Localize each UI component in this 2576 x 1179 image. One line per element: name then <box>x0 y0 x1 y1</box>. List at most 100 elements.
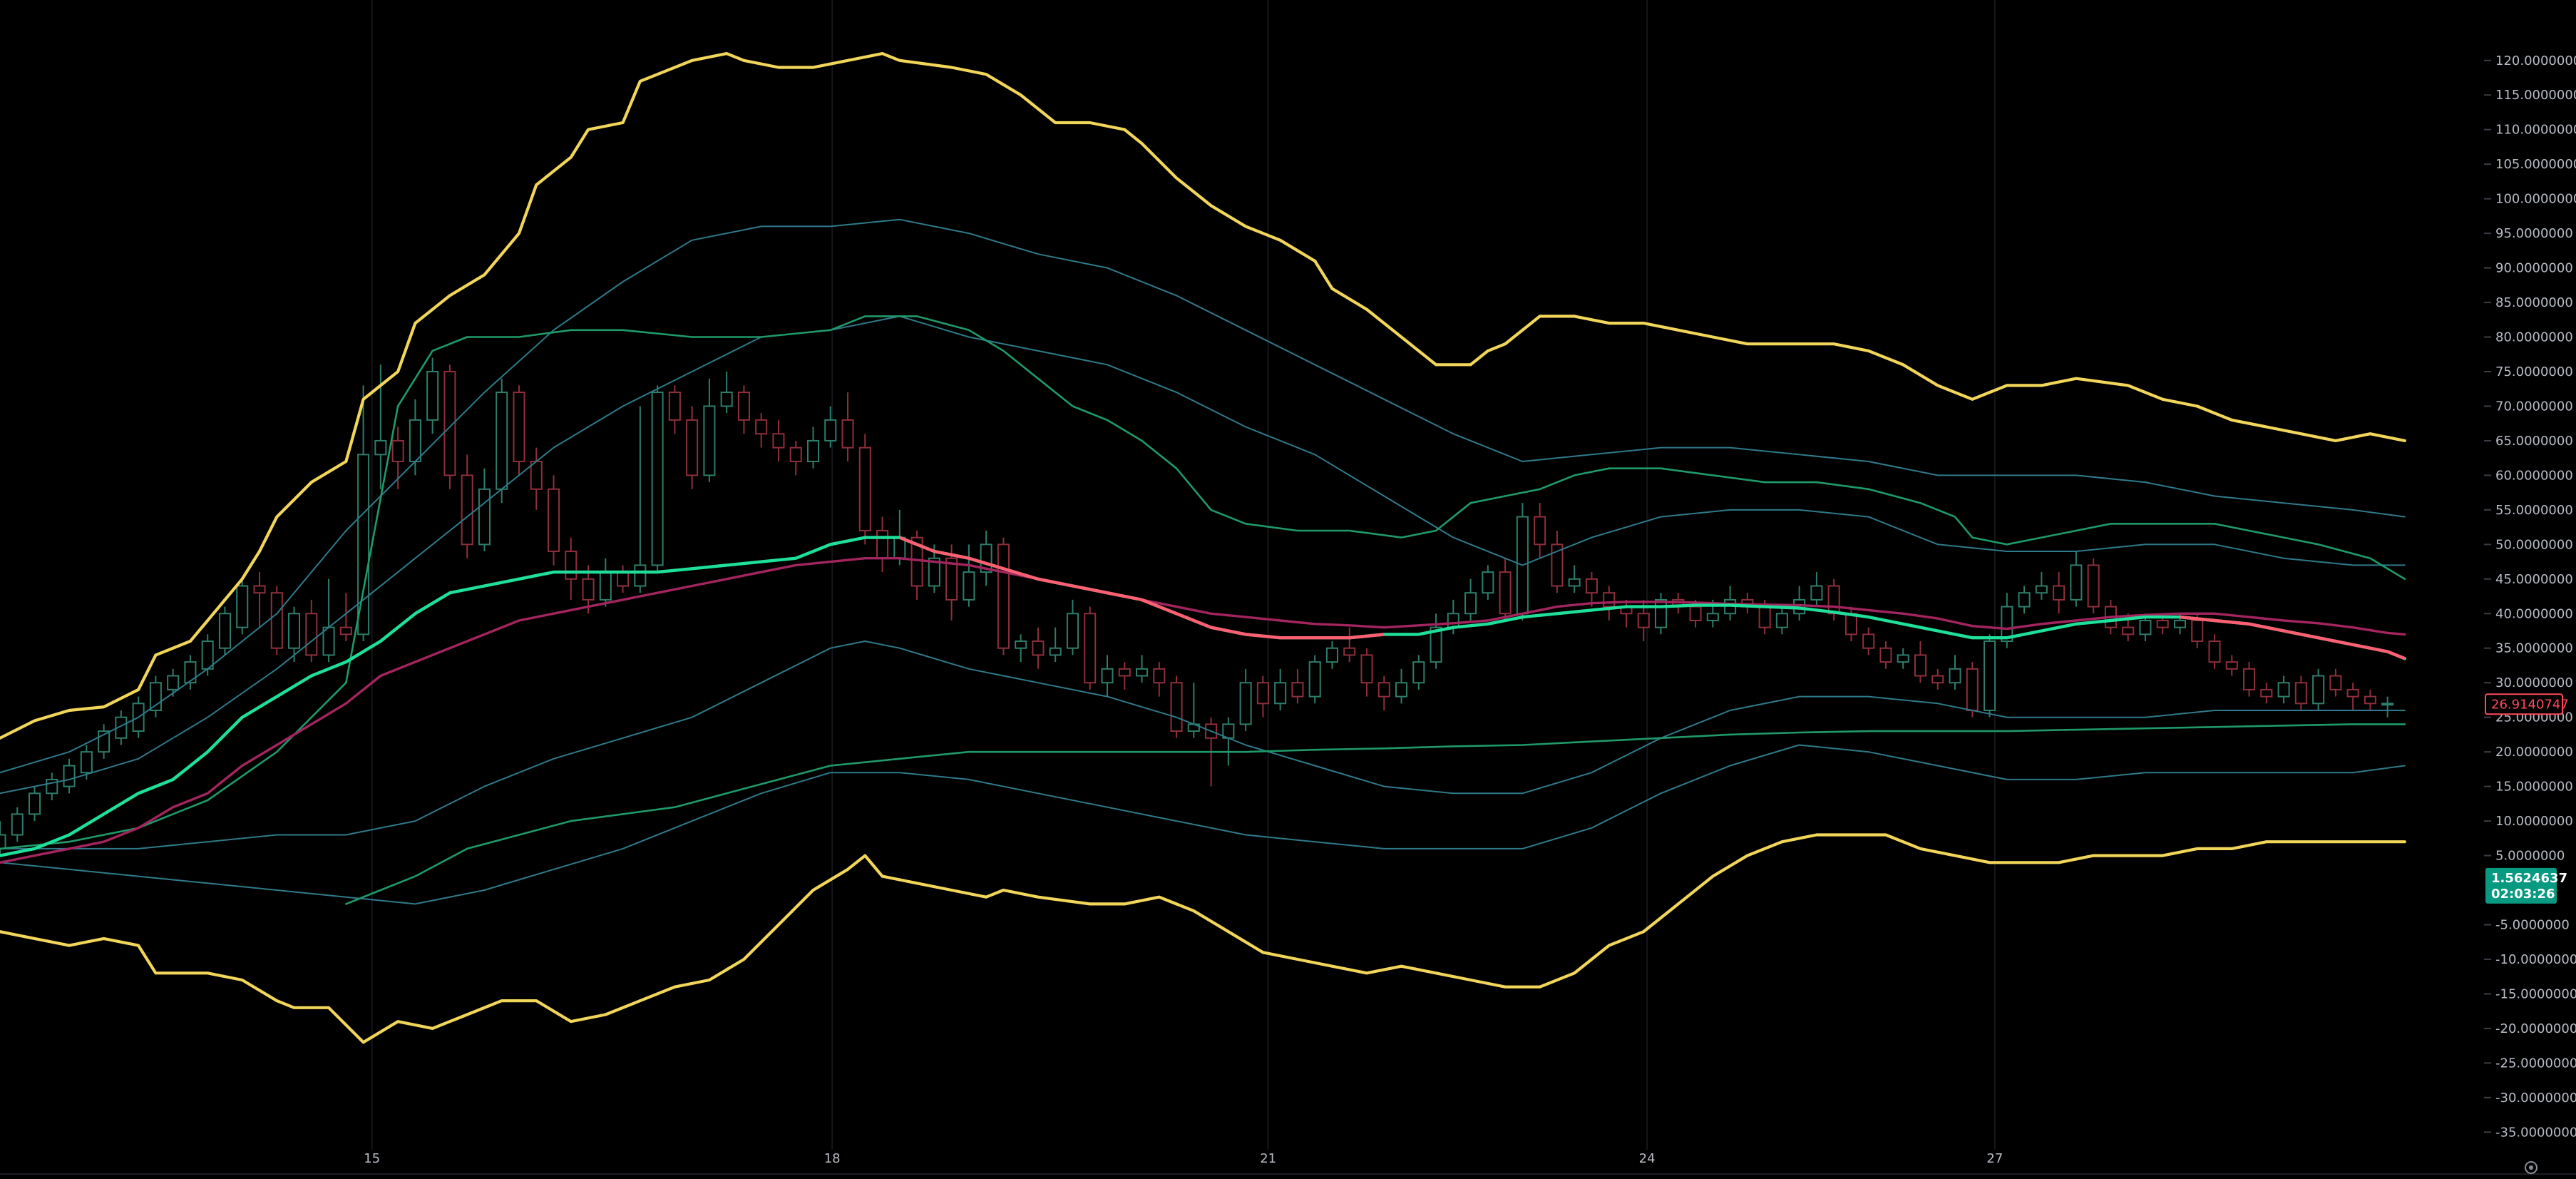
y-tick-label: -35.0000000 <box>2495 1125 2576 1140</box>
candle <box>1897 648 1909 669</box>
y-tick-label: -5.0000000 <box>2495 917 2570 932</box>
candle <box>496 378 508 504</box>
y-tick-label: -25.0000000 <box>2495 1056 2576 1071</box>
candle <box>668 385 681 434</box>
candle <box>11 807 24 842</box>
candle <box>1499 558 1512 621</box>
candle <box>1239 668 1252 732</box>
indicator-line <box>0 557 2406 864</box>
candle <box>1360 648 1373 697</box>
candle <box>1049 627 1062 663</box>
candle <box>945 544 958 621</box>
candle <box>1118 662 1131 690</box>
x-tick-label: 27 <box>1986 1151 2003 1166</box>
candle <box>167 668 180 697</box>
candle <box>2035 572 2048 600</box>
candle <box>634 406 647 593</box>
indicator-line <box>0 640 2406 849</box>
y-tick-label: -10.0000000 <box>2495 952 2576 967</box>
indicator-line <box>0 833 2406 1044</box>
candle <box>651 385 664 573</box>
y-tick-label: 35.0000000 <box>2495 641 2573 656</box>
y-tick-label: 110.0000000 <box>2495 123 2576 138</box>
candle <box>218 606 231 655</box>
y-tick-label: -20.0000000 <box>2495 1021 2576 1036</box>
candle <box>1862 627 1875 655</box>
y-tick-label: 15.0000000 <box>2495 780 2573 795</box>
candle <box>253 572 266 628</box>
y-tick-label: -15.0000000 <box>2495 986 2576 1001</box>
candle <box>841 392 854 462</box>
indicator-line <box>0 315 2406 795</box>
x-tick-label: 24 <box>1639 1151 1656 1166</box>
x-tick-label: 18 <box>824 1151 841 1166</box>
x-tick-label: 21 <box>1260 1151 1276 1166</box>
candle <box>1430 613 1442 669</box>
candle <box>1170 675 1183 738</box>
candle <box>270 586 283 655</box>
candle <box>1931 668 1944 690</box>
y-tick-label: 115.0000000 <box>2495 88 2576 103</box>
candle <box>461 454 473 558</box>
y-tick-label: 100.0000000 <box>2495 192 2576 207</box>
price-axis[interactable]: 120.0000000 115.0000000 110.0000000 105.000… <box>2484 53 2576 1140</box>
badge-label: 1.5624637 <box>2491 871 2567 886</box>
y-tick-label: 20.0000000 <box>2495 745 2573 760</box>
indicator-line <box>0 218 2406 774</box>
candle <box>0 821 6 856</box>
candle <box>1654 593 1668 635</box>
y-tick-label: 40.0000000 <box>2495 606 2573 621</box>
y-tick-label: 105.0000000 <box>2495 157 2576 172</box>
indicator-line-down-segment <box>2180 615 2406 660</box>
candle <box>149 675 162 718</box>
candle <box>2087 558 2100 614</box>
candle <box>2277 675 2290 704</box>
y-tick-label: 65.0000000 <box>2495 434 2573 449</box>
x-tick-label: 15 <box>364 1151 380 1166</box>
candle <box>2381 696 2394 718</box>
candle <box>2312 668 2325 710</box>
candle <box>2346 683 2359 710</box>
candle <box>2364 689 2376 710</box>
candle <box>963 544 975 607</box>
settings-icon[interactable] <box>2525 1161 2537 1174</box>
y-tick-label: 70.0000000 <box>2495 399 2573 414</box>
indicator-line-down-segment <box>898 536 1385 640</box>
candle <box>1274 668 1287 710</box>
candle <box>858 434 871 545</box>
candle <box>1395 668 1408 704</box>
y-tick-label: 80.0000000 <box>2495 330 2573 345</box>
candle <box>1482 565 1494 600</box>
candle <box>1325 641 1338 669</box>
candle <box>2018 586 2031 614</box>
y-tick-label: 45.0000000 <box>2495 572 2573 587</box>
candle <box>2329 668 2342 697</box>
candle <box>547 475 560 566</box>
badge-label: 26.9140747 <box>2491 697 2569 712</box>
time-axis[interactable]: 15 18 21 24 27 <box>0 1151 2576 1175</box>
candle <box>1758 599 1771 635</box>
candle <box>1568 565 1581 593</box>
candle <box>1534 503 1546 558</box>
candle <box>1308 655 1321 704</box>
indicator-line <box>345 723 2406 905</box>
candle <box>478 468 491 552</box>
y-tick-label: 85.0000000 <box>2495 295 2573 310</box>
candle <box>703 378 716 483</box>
candle <box>1516 503 1529 621</box>
y-tick-label: 60.0000000 <box>2495 468 2573 483</box>
candle <box>1032 627 1045 669</box>
candle <box>513 385 525 476</box>
indicator-line <box>0 52 2406 740</box>
indicator-line <box>0 744 2406 905</box>
candle <box>789 440 802 476</box>
candle <box>1775 606 1788 635</box>
y-tick-label: 75.0000000 <box>2495 364 2573 379</box>
candle <box>339 593 352 642</box>
candle <box>1810 572 1823 607</box>
candle <box>2260 683 2273 704</box>
candle <box>686 406 699 489</box>
